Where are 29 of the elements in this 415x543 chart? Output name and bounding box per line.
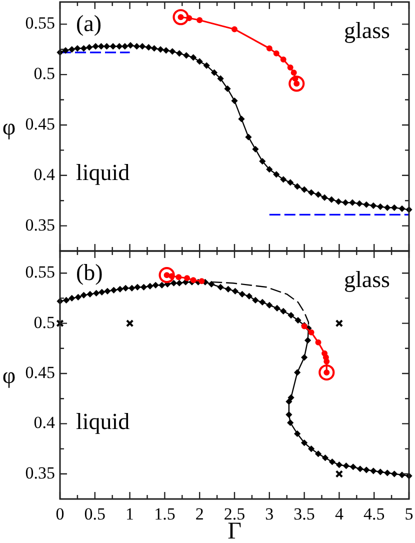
y-tick-label: 0.45	[25, 114, 55, 134]
y-tick-label: 0.45	[25, 362, 55, 382]
x-tick-label: 1	[126, 504, 134, 524]
y-tick-label: 0.4	[34, 413, 56, 432]
x-tick-label: 0.5	[84, 504, 106, 524]
x-tick-label: 2	[195, 504, 204, 524]
x-tick-label: 0	[56, 504, 64, 524]
y-axis-title: φ	[2, 363, 16, 388]
y-axis-title: φ	[2, 114, 16, 140]
annotation: (a)	[76, 11, 102, 36]
x-tick-label: 2.5	[224, 504, 246, 524]
x-tick-label: 3	[265, 504, 274, 524]
annotation: liquid	[76, 160, 130, 186]
y-tick-label: 0.35	[25, 215, 55, 234]
annotation: glass	[344, 267, 390, 292]
y-tick-label: 0.4	[34, 164, 56, 184]
annotation: (b)	[76, 260, 103, 286]
y-tick-label: 0.55	[25, 262, 55, 282]
x-tick-label: 3.5	[294, 504, 315, 524]
y-tick-label: 0.5	[34, 312, 55, 332]
y-tick-label: 0.5	[34, 64, 55, 84]
x-tick-label: 4.5	[363, 504, 385, 524]
x-tick-label: 4	[334, 504, 344, 524]
annotation: liquid	[76, 409, 130, 434]
annotation: glass	[344, 18, 390, 44]
y-tick-label: 0.55	[25, 14, 55, 33]
y-tick-label: 0.35	[25, 463, 55, 482]
x-tick-label: 5	[404, 504, 414, 524]
x-tick-label: 1.5	[154, 504, 176, 524]
